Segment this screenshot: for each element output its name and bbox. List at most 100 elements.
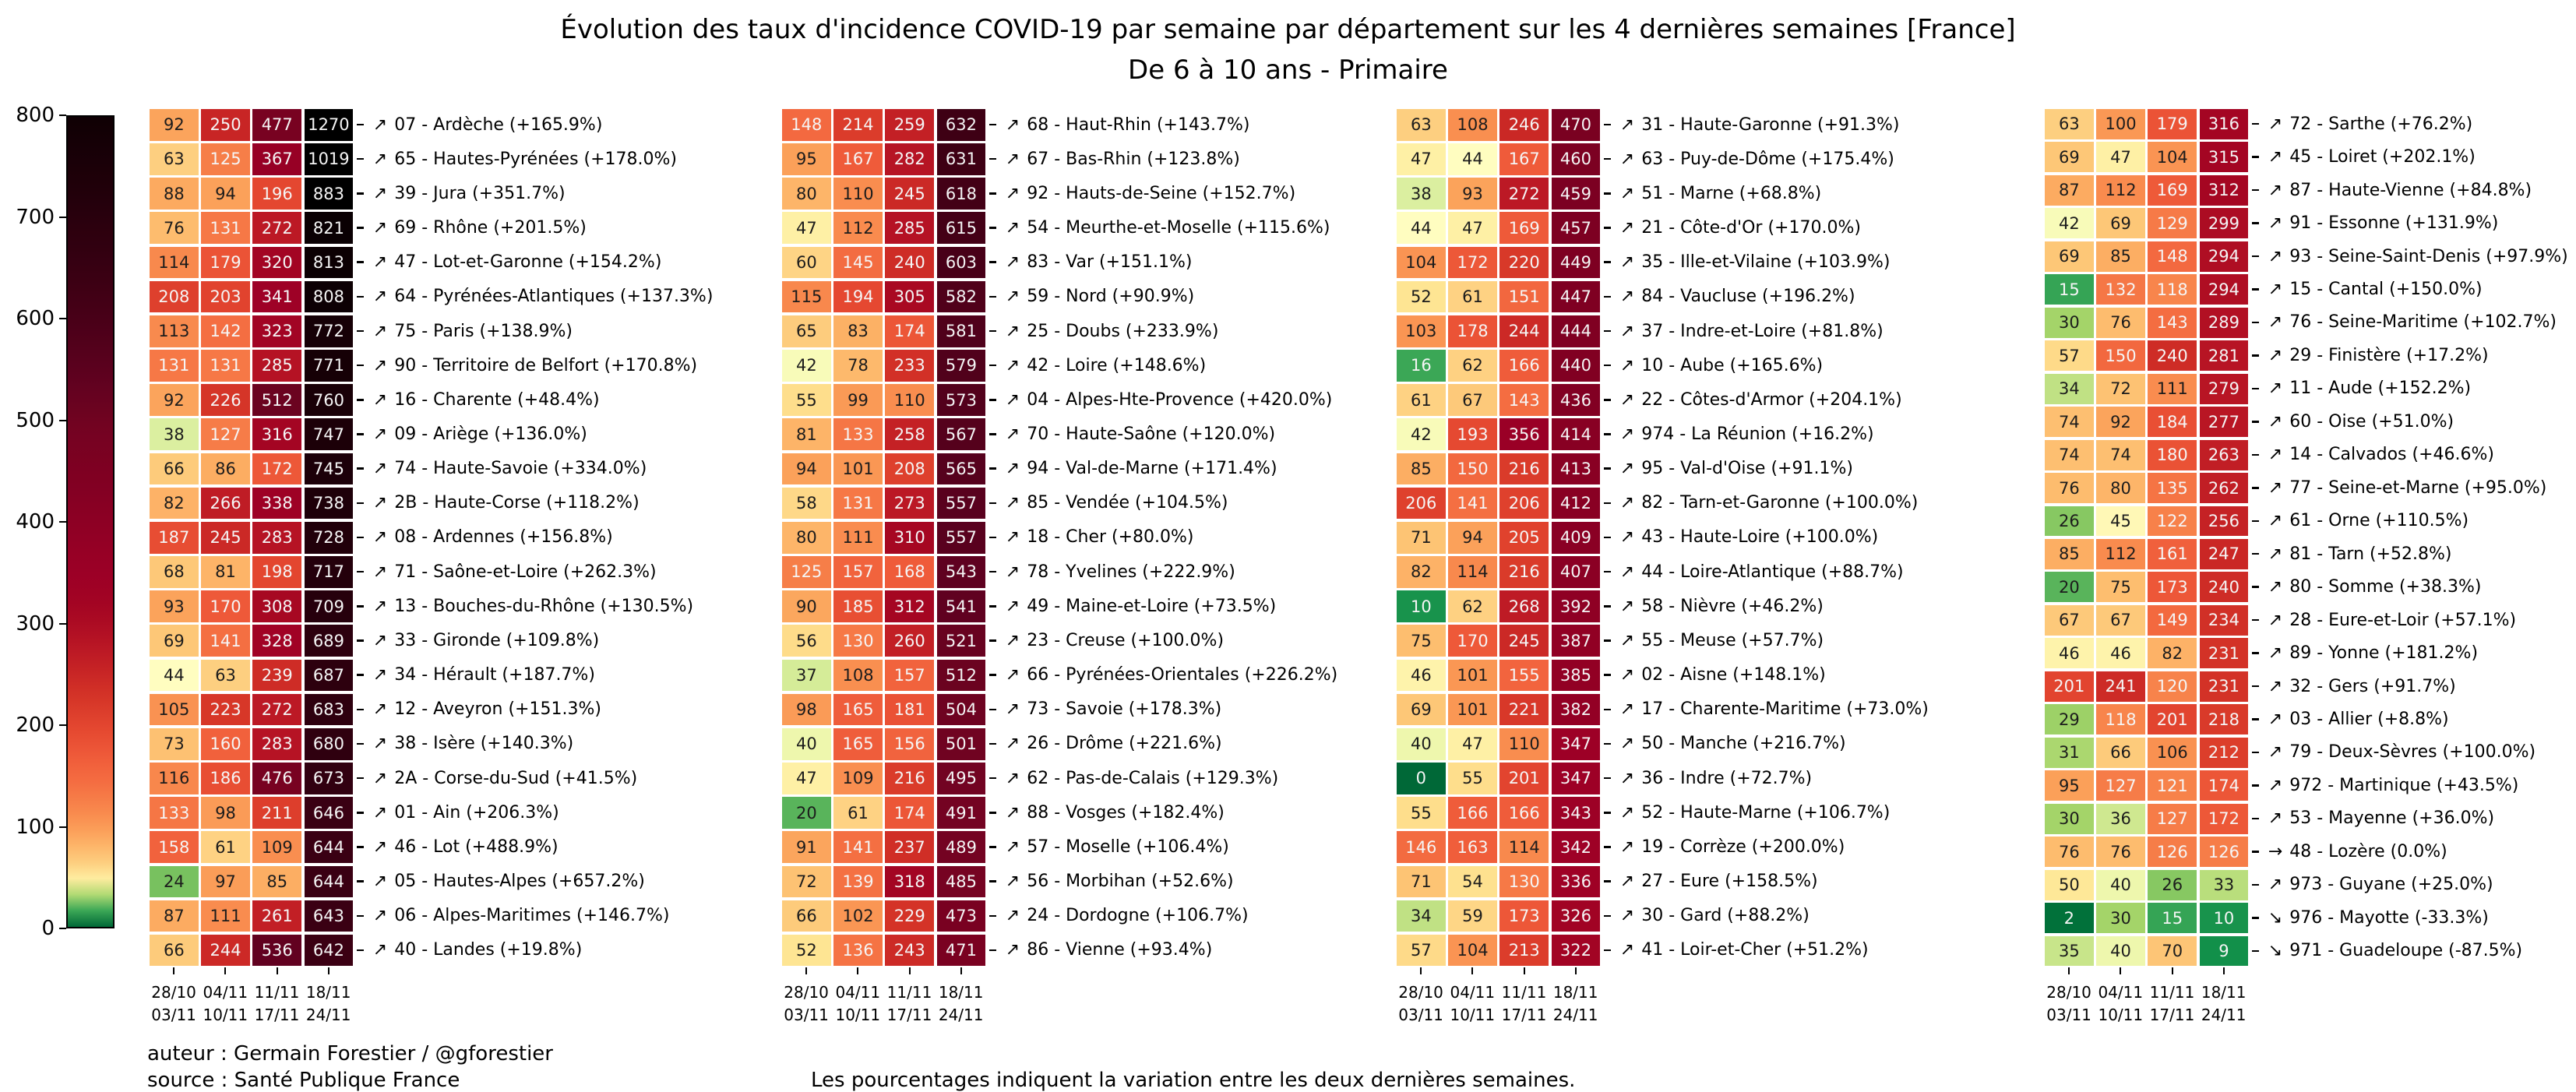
heatmap-cell: 42 — [781, 348, 833, 383]
trend-arrow-icon: ↗ — [1005, 218, 1020, 238]
heatmap-cell: 459 — [1549, 176, 1602, 211]
dept-label-text: 17 - Charente-Maritime (+73.0%) — [1641, 699, 1929, 720]
heatmap-cell: 61 — [1447, 279, 1499, 315]
heatmap-cell: 194 — [832, 279, 884, 315]
dept-row-label: ↗ 44 - Loire-Atlantique (+88.7%) — [1603, 555, 1904, 589]
heatmap-cell: 90 — [781, 589, 833, 624]
dept-row-label: ↗ 34 - Hérault (+187.7%) — [356, 658, 595, 692]
x-tick — [805, 967, 808, 974]
heatmap-cell: 644 — [302, 830, 355, 865]
heatmap-cell: 198 — [251, 555, 304, 590]
heatmap-cell: 673 — [302, 761, 355, 796]
dept-row-label: ↗ 66 - Pyrénées-Orientales (+226.2%) — [988, 658, 1337, 692]
heatmap-cell: 320 — [251, 245, 304, 280]
y-tick — [356, 467, 364, 470]
y-tick — [988, 846, 996, 848]
heatmap-cell: 179 — [2146, 107, 2199, 141]
heatmap-cell: 94 — [1447, 520, 1499, 555]
dept-label-text: 80 - Somme (+38.3%) — [2289, 577, 2482, 597]
heatmap-cell: 491 — [935, 795, 988, 830]
y-tick — [1603, 157, 1611, 160]
trend-arrow-icon: ↗ — [372, 321, 388, 341]
dept-row-label: ↗ 78 - Yvelines (+222.9%) — [988, 555, 1235, 589]
heatmap-cell: 109 — [251, 830, 304, 865]
trend-arrow-icon: ↗ — [1619, 218, 1635, 238]
heatmap-cell: 125 — [199, 142, 252, 177]
heatmap-cell: 382 — [1549, 692, 1602, 727]
heatmap-cell: 315 — [2197, 140, 2250, 174]
y-tick — [988, 192, 996, 195]
y-tick — [988, 639, 996, 642]
trend-arrow-icon: ↗ — [1619, 699, 1635, 720]
heatmap-cell: 312 — [883, 589, 936, 624]
heatmap-cell: 477 — [251, 107, 304, 143]
heatmap-cell: 156 — [883, 726, 936, 762]
heatmap-cell: 240 — [2146, 339, 2199, 373]
heatmap-cell: 412 — [1549, 485, 1602, 521]
dept-row-label: ↗ 26 - Drôme (+221.6%) — [988, 727, 1222, 761]
y-tick — [2251, 321, 2259, 324]
x-tick — [224, 967, 227, 974]
heatmap-cell: 110 — [883, 382, 936, 417]
trend-arrow-icon: ↗ — [2268, 577, 2283, 597]
heatmap-cell: 57 — [1395, 932, 1447, 968]
heatmap-cell: 582 — [935, 279, 988, 315]
y-tick — [988, 295, 996, 298]
dept-row-label: ↗ 31 - Haute-Garonne (+91.3%) — [1603, 107, 1899, 142]
heatmap-cell: 512 — [935, 657, 988, 693]
heatmap-cell: 33 — [2197, 868, 2250, 902]
y-tick — [356, 295, 364, 298]
heatmap-cell: 0 — [1395, 761, 1447, 796]
heatmap-cell: 118 — [2095, 703, 2147, 737]
y-tick — [1603, 570, 1611, 573]
heatmap-cell: 213 — [1498, 932, 1551, 968]
trend-arrow-icon: ↗ — [2268, 511, 2283, 531]
colorbar-tick — [59, 216, 66, 218]
x-tick — [908, 967, 911, 974]
trend-arrow-icon: ↗ — [1005, 562, 1020, 582]
dept-label-text: 74 - Haute-Savoie (+334.0%) — [394, 459, 647, 479]
dept-label-text: 92 - Hauts-de-Seine (+152.7%) — [1027, 183, 1296, 203]
y-tick — [2251, 784, 2259, 787]
heatmap-cell: 495 — [935, 761, 988, 796]
y-tick — [2251, 817, 2259, 820]
heatmap-cell: 471 — [935, 932, 988, 968]
colorbar-tick-label: 200 — [16, 713, 55, 737]
y-tick — [2251, 586, 2259, 588]
trend-arrow-icon: ↗ — [2268, 710, 2283, 730]
heatmap-cell: 104 — [1395, 245, 1447, 280]
dept-row-label: ↗ 73 - Savoie (+178.3%) — [988, 692, 1221, 727]
trend-arrow-icon: ↗ — [1619, 424, 1635, 445]
dept-row-label: ↗ 57 - Moselle (+106.4%) — [988, 830, 1229, 864]
trend-arrow-icon: ↗ — [2268, 411, 2283, 432]
dept-row-label: ↗ 972 - Martinique (+43.5%) — [2251, 769, 2518, 801]
dept-label-text: 60 - Oise (+51.0%) — [2289, 411, 2454, 432]
heatmap-cell: 76 — [2043, 471, 2095, 505]
trend-arrow-icon: ↗ — [372, 218, 388, 238]
dept-label-text: 43 - Haute-Loire (+100.0%) — [1641, 527, 1879, 548]
heatmap-cell: 47 — [1447, 726, 1499, 762]
heatmap-cell: 268 — [1498, 589, 1551, 624]
heatmap-cell: 52 — [781, 932, 833, 968]
trend-arrow-icon: ↗ — [2268, 345, 2283, 365]
heatmap-cell: 263 — [2197, 438, 2250, 472]
heatmap-cell: 99 — [832, 382, 884, 417]
x-axis-date-label: 18/11 24/11 — [305, 983, 351, 1024]
heatmap-cell: 201 — [2146, 703, 2199, 737]
dept-label-text: 19 - Corrèze (+200.0%) — [1641, 837, 1845, 857]
y-tick — [2251, 652, 2259, 654]
heatmap-cell: 543 — [935, 555, 988, 590]
heatmap-cell: 76 — [2095, 835, 2147, 869]
heatmap-cell: 70 — [2146, 934, 2199, 968]
heatmap-cell: 172 — [2197, 801, 2250, 836]
heatmap-cell: 166 — [1498, 348, 1551, 383]
heatmap-cell: 163 — [1447, 830, 1499, 865]
heatmap-cell: 646 — [302, 795, 355, 830]
y-tick — [1603, 227, 1611, 229]
heatmap-cell: 66 — [781, 898, 833, 934]
dept-row-label: ↗ 82 - Tarn-et-Garonne (+100.0%) — [1603, 486, 1918, 520]
heatmap-cell: 165 — [832, 692, 884, 727]
y-tick — [2251, 751, 2259, 754]
heatmap-cell: 88 — [148, 176, 200, 211]
dept-row-label: ↗ 07 - Ardèche (+165.9%) — [356, 107, 602, 142]
